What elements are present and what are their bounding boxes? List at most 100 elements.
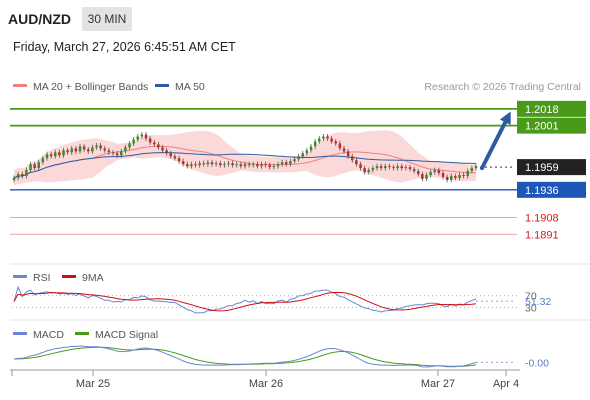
candle (359, 161, 362, 171)
candle-body (384, 166, 387, 169)
candle (41, 155, 45, 165)
candle (37, 159, 40, 171)
candle-body (54, 152, 57, 157)
candle (140, 132, 144, 139)
candle-body (297, 156, 300, 160)
timeframe-badge[interactable]: 30 MIN (82, 7, 132, 31)
candle-body (132, 139, 135, 144)
resistance-label-box (517, 117, 586, 134)
rsi-ma-line (13, 291, 477, 312)
candle (12, 175, 16, 183)
ma50-line (13, 152, 476, 179)
candle (206, 159, 210, 167)
macd-signal-legend-label: MACD Signal (95, 329, 158, 341)
candle (384, 163, 387, 171)
candle (177, 155, 181, 164)
candle (157, 141, 160, 150)
resistance-label: 1.2001 (525, 121, 559, 133)
candle-body (210, 162, 214, 165)
candle (124, 144, 127, 154)
candle-body (173, 156, 177, 159)
rsi-line (13, 285, 477, 314)
candle (437, 167, 441, 176)
candle-body (359, 164, 362, 169)
candle (400, 163, 403, 171)
candle-body (29, 164, 32, 171)
candle (186, 161, 189, 169)
candle (247, 161, 251, 168)
candle (396, 163, 399, 171)
candle-body (256, 164, 259, 167)
candle (153, 139, 156, 147)
candle-body (252, 164, 255, 166)
rsi-tick-label: 30 (525, 302, 537, 314)
candle-body (140, 134, 144, 137)
candle-body (120, 151, 123, 156)
projection-arrow (480, 111, 511, 171)
projection-arrow-shaft (480, 114, 510, 171)
candle (243, 161, 247, 169)
candle (169, 150, 172, 159)
candle (107, 147, 111, 155)
candle-body (144, 134, 148, 139)
candle (363, 165, 366, 175)
candle (219, 160, 222, 168)
candle-body (103, 148, 106, 151)
candle-body (375, 166, 379, 169)
candle-body (334, 141, 337, 144)
candle (210, 159, 214, 167)
candle (173, 153, 177, 161)
candle-body (309, 146, 313, 151)
candle (120, 148, 123, 158)
candle (268, 162, 271, 170)
candle (309, 143, 313, 153)
candle-body (285, 162, 288, 165)
candle-body (165, 150, 168, 154)
candle-body (91, 147, 94, 152)
x-tick-label: Mar 27 (421, 378, 455, 390)
candle-body (351, 156, 354, 161)
candle (280, 159, 284, 167)
support-level: 1.1891 (10, 229, 559, 241)
candle (301, 150, 304, 159)
candle (450, 173, 453, 183)
candle-body (148, 138, 152, 143)
candle-body (169, 153, 172, 157)
candle (128, 140, 131, 150)
candle (276, 161, 280, 169)
candle-body (421, 174, 424, 179)
candle (297, 153, 300, 162)
bollinger-band (14, 130, 476, 186)
candle-body (293, 159, 296, 162)
candle-body (392, 167, 395, 169)
candle (111, 149, 115, 156)
candle (285, 159, 288, 167)
candle (115, 150, 119, 158)
candle-body (136, 136, 139, 140)
candle-body (342, 148, 346, 152)
candle (338, 140, 342, 151)
candle-body (99, 145, 102, 149)
candle (252, 161, 255, 168)
candle (194, 161, 197, 168)
candle (95, 142, 98, 150)
candle-body (338, 143, 342, 149)
candle (144, 132, 148, 141)
candle (91, 144, 94, 154)
candle-body (239, 164, 243, 167)
candle-body (371, 168, 375, 171)
candle-body (289, 161, 292, 165)
candle-body (425, 175, 428, 179)
candle (334, 138, 337, 146)
candle-body (157, 144, 160, 148)
candle-body (153, 142, 156, 145)
candle-body (433, 170, 436, 173)
candle (412, 166, 416, 174)
candle (16, 171, 20, 181)
candle-body (276, 164, 280, 167)
candle-body (408, 167, 412, 170)
candle (181, 158, 185, 167)
candle (379, 163, 383, 171)
candle (433, 167, 436, 175)
